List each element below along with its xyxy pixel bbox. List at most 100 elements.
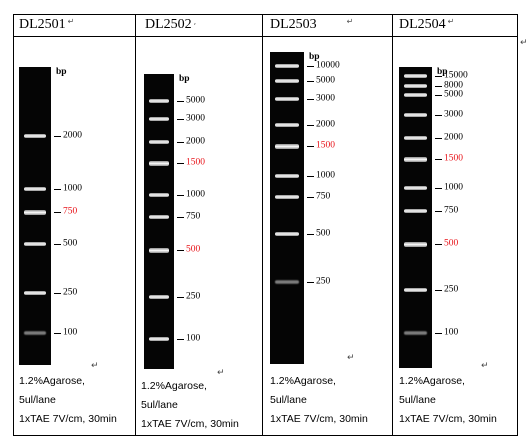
dna-band — [24, 331, 46, 335]
cell-mark: ↵ — [520, 38, 527, 48]
cell-mark: ↵ — [91, 361, 99, 371]
size-tick — [54, 333, 61, 334]
column-header-dl2503: DL2503 ↵ — [270, 17, 354, 32]
size-tick — [435, 159, 442, 160]
size-label: 100 — [63, 327, 78, 338]
gel-lane — [399, 67, 432, 368]
conditions-dl2503: 1.2%Agarose, 5ul/lane 1xTAE 7V/cm, 30min — [270, 372, 368, 429]
size-label: 2000 — [444, 132, 463, 143]
size-tick — [307, 81, 314, 82]
size-label: 1500 — [316, 140, 335, 151]
size-label: 15000 — [444, 70, 468, 81]
dna-band — [149, 99, 169, 103]
cell-mark: ↵ — [347, 353, 355, 363]
size-tick — [177, 217, 184, 218]
size-tick — [307, 176, 314, 177]
dna-band — [404, 288, 427, 292]
size-tick — [307, 234, 314, 235]
size-label: 5000 — [444, 89, 463, 100]
size-label: 1000 — [444, 182, 463, 193]
size-tick — [54, 136, 61, 137]
size-label: 1500 — [444, 153, 463, 164]
size-tick — [307, 197, 314, 198]
size-label: 750 — [63, 206, 78, 217]
size-label: 3000 — [186, 113, 205, 124]
size-tick — [307, 125, 314, 126]
dna-band — [149, 215, 169, 219]
dna-band — [404, 84, 427, 88]
size-label: 2000 — [186, 136, 205, 147]
size-label: 500 — [316, 228, 331, 239]
dna-band — [24, 242, 46, 246]
column-divider — [262, 14, 263, 436]
dna-band — [275, 123, 299, 127]
condition-run: 1xTAE 7V/cm, 30min — [141, 418, 239, 430]
dna-band — [404, 74, 427, 78]
size-label: 10000 — [316, 60, 340, 71]
size-label: 1000 — [186, 189, 205, 200]
dna-band — [24, 134, 46, 138]
condition-run: 1xTAE 7V/cm, 30min — [19, 413, 117, 425]
size-tick — [307, 99, 314, 100]
size-tick — [307, 282, 314, 283]
dna-band — [149, 140, 169, 144]
size-tick — [177, 142, 184, 143]
size-label: 250 — [63, 287, 78, 298]
dna-band — [275, 97, 299, 101]
condition-run: 1xTAE 7V/cm, 30min — [399, 413, 497, 425]
column-header-dl2501: DL2501 ↵ — [19, 17, 75, 32]
column-header-dl2502: DL2502, — [145, 17, 197, 32]
bp-unit-label: bp — [437, 67, 448, 77]
dna-band — [275, 280, 299, 284]
dna-band — [404, 186, 427, 190]
dna-band — [24, 210, 46, 215]
size-tick — [435, 76, 442, 77]
gel-lane — [144, 74, 174, 369]
condition-load: 5ul/lane — [19, 394, 56, 406]
column-divider — [517, 14, 518, 436]
size-tick — [177, 163, 184, 164]
size-label: 100 — [444, 327, 459, 338]
size-tick — [435, 244, 442, 245]
size-label: 8000 — [444, 80, 463, 91]
column-divider — [13, 14, 14, 436]
size-tick — [435, 188, 442, 189]
condition-load: 5ul/lane — [399, 394, 436, 406]
size-label: 1000 — [63, 183, 82, 194]
conditions-dl2501: 1.2%Agarose, 5ul/lane 1xTAE 7V/cm, 30min — [19, 372, 117, 429]
dna-band — [275, 144, 299, 149]
size-tick — [435, 86, 442, 87]
dna-band — [275, 64, 299, 68]
column-divider — [392, 14, 393, 436]
dna-band — [149, 248, 169, 253]
size-label: 500 — [444, 238, 459, 249]
condition-gel: 1.2%Agarose, — [399, 375, 465, 387]
column-header-dl2504: DL2504 ↵ — [399, 17, 455, 32]
dna-band — [149, 337, 169, 341]
dna-band — [24, 187, 46, 191]
dna-band — [275, 195, 299, 199]
size-tick — [435, 333, 442, 334]
size-label: 250 — [444, 284, 459, 295]
bp-unit-label: bp — [179, 74, 190, 84]
size-label: 750 — [444, 205, 459, 216]
size-tick — [177, 297, 184, 298]
dna-band — [404, 331, 427, 335]
condition-gel: 1.2%Agarose, — [19, 375, 85, 387]
size-tick — [307, 146, 314, 147]
size-label: 500 — [63, 238, 78, 249]
condition-gel: 1.2%Agarose, — [270, 375, 336, 387]
size-tick — [435, 115, 442, 116]
dna-band — [149, 161, 169, 166]
dna-band — [404, 93, 427, 97]
table-bottom-border — [13, 435, 518, 436]
size-label: 500 — [186, 244, 201, 255]
size-label: 100 — [186, 333, 201, 344]
header-divider — [13, 36, 518, 37]
size-tick — [54, 212, 61, 213]
dna-band — [275, 79, 299, 83]
dna-band — [149, 117, 169, 121]
size-tick — [54, 244, 61, 245]
size-label: 2000 — [63, 130, 82, 141]
